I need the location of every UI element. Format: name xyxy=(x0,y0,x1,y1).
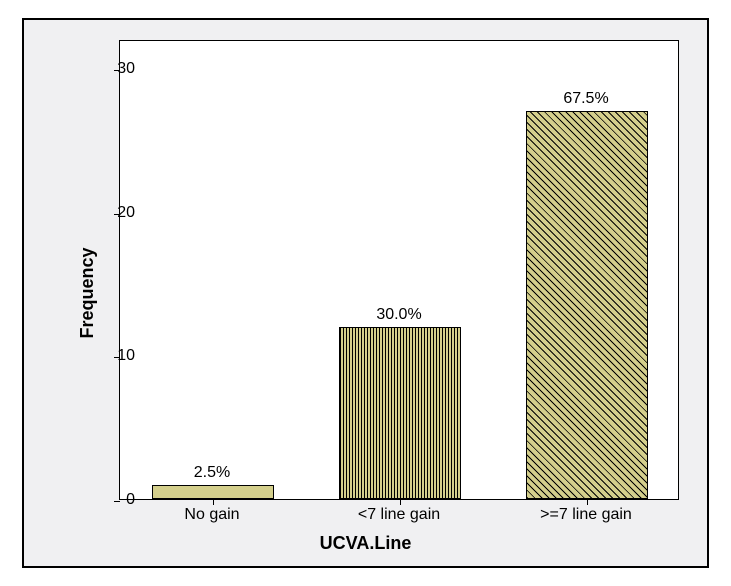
x-tick-mark xyxy=(587,499,588,505)
plot-area xyxy=(119,40,679,500)
x-tick-mark xyxy=(400,499,401,505)
chart-frame: Frequency UCVA.Line 0 10 20 30 No gain 2.5% <7… xyxy=(22,18,709,568)
y-tick-label: 10 xyxy=(117,347,135,365)
x-tick-label: >=7 line gain xyxy=(540,506,632,524)
bar xyxy=(152,485,274,499)
bar-value-label: 30.0% xyxy=(376,306,421,324)
bar xyxy=(339,327,461,500)
x-axis-label: UCVA.Line xyxy=(320,533,412,554)
x-tick-label: No gain xyxy=(184,506,239,524)
y-axis-label: Frequency xyxy=(77,247,98,338)
x-tick-label: <7 line gain xyxy=(358,506,440,524)
y-tick-mark xyxy=(114,501,120,502)
y-tick-label: 0 xyxy=(126,491,135,509)
y-tick-label: 30 xyxy=(117,60,135,78)
bar-value-label: 2.5% xyxy=(194,464,230,482)
bar-value-label: 67.5% xyxy=(563,90,608,108)
y-tick-label: 20 xyxy=(117,204,135,222)
x-tick-mark xyxy=(213,499,214,505)
bar xyxy=(526,111,648,499)
